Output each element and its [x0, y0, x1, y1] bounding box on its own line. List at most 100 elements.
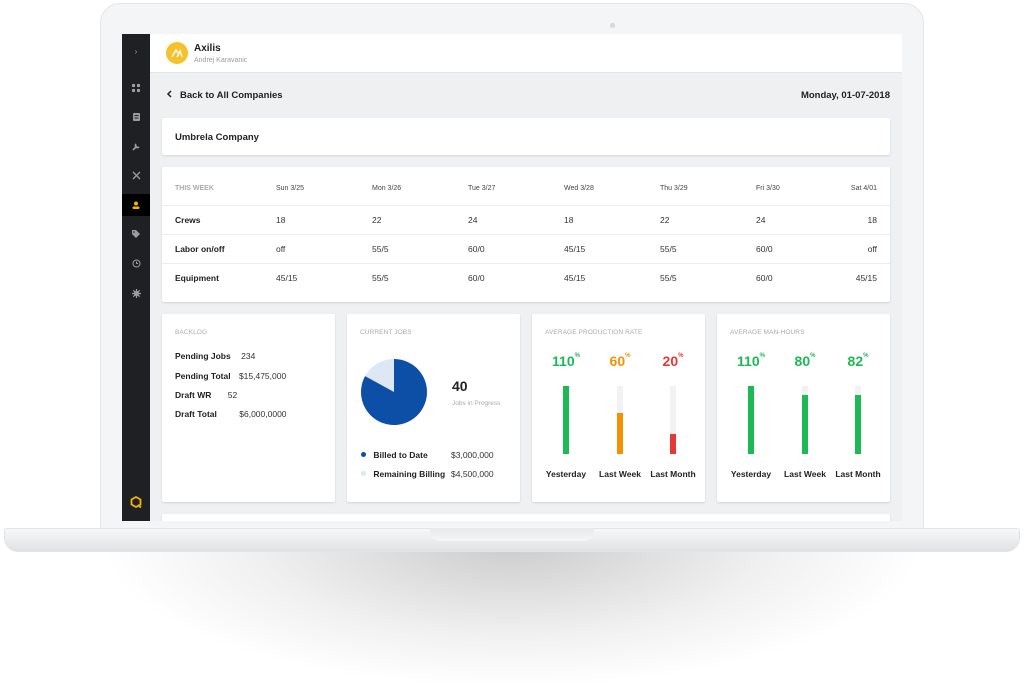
legend-value: $4,500,000 — [451, 469, 494, 479]
panel-title: AVERAGE MAN-HOURS — [730, 329, 805, 336]
production-rate-card: AVERAGE PRODUCTION RATE 110% 60% 20% Yes… — [532, 314, 705, 502]
panel-title: AVERAGE PRODUCTION RATE — [545, 329, 643, 336]
table-cell: 55/5 — [660, 244, 677, 254]
backlog-label: Draft Total — [175, 409, 217, 419]
table-row: Crews 18 22 24 18 22 24 18 — [162, 206, 890, 235]
legend-label: Remaining Billing — [373, 469, 446, 479]
company-title: Umbrela Company — [175, 132, 259, 143]
rate-bar-fill — [617, 413, 623, 454]
jobs-count: 40 — [452, 378, 468, 394]
laptop-notch — [430, 528, 594, 541]
legend-item: Remaining Billing $4,500,000 — [361, 469, 494, 479]
history-icon[interactable] — [122, 252, 150, 274]
legend-dot — [361, 452, 366, 457]
company-card: Umbrela Company — [162, 118, 890, 155]
hours-last-week-value: 80% — [780, 353, 830, 369]
day-header: Thu 3/29 — [660, 185, 688, 192]
wrench-icon[interactable] — [122, 135, 150, 157]
hours-bar-track — [748, 386, 754, 454]
row-label: Labor on/off — [175, 244, 225, 254]
user-icon[interactable] — [122, 194, 150, 216]
document-icon[interactable] — [122, 106, 150, 128]
laptop-shadow — [110, 545, 914, 685]
backlog-value: 234 — [241, 351, 256, 361]
bar-label: Last Week — [784, 469, 826, 479]
list-item: Pending Total $15,475,000 — [175, 371, 286, 381]
company-avatar[interactable] — [166, 42, 188, 64]
hours-bar-fill — [855, 394, 861, 454]
day-header: Sun 3/25 — [276, 185, 305, 192]
table-cell: 60/0 — [468, 244, 485, 254]
panel-title: CURRENT JOBS — [360, 329, 412, 336]
row-label: Equipment — [175, 273, 219, 283]
pct-unit: % — [759, 353, 765, 359]
backlog-label: Draft WR — [175, 390, 212, 400]
table-cell: 45/15 — [564, 244, 586, 254]
bar-label: Yesterday — [730, 469, 772, 479]
pct-number: 110 — [552, 353, 575, 369]
backlog-value: 52 — [227, 390, 238, 400]
hours-yesterday-value: 110% — [726, 353, 776, 369]
day-header: Fri 3/30 — [756, 185, 780, 192]
table-cell: 24 — [756, 215, 766, 225]
current-jobs-card: CURRENT JOBS 40 Jobs in Progress Billed … — [347, 314, 520, 502]
legend-dot — [361, 471, 366, 476]
panel-title: BACKLOG — [175, 329, 208, 336]
back-to-companies-link[interactable]: Back to All Companies — [166, 90, 283, 101]
rate-bar-track — [670, 386, 676, 454]
day-header: Wed 3/28 — [564, 185, 594, 192]
tag-icon[interactable] — [122, 223, 150, 245]
camera-icon — [610, 23, 615, 28]
table-cell: 55/5 — [660, 273, 677, 283]
row-label: Crews — [175, 215, 201, 225]
rate-yesterday-value: 110% — [541, 353, 591, 369]
pct-number: 82 — [847, 353, 864, 369]
table-cell: 60/0 — [756, 273, 773, 283]
app-screen: › Axilis And — [122, 34, 902, 521]
table-cell: 18 — [867, 215, 877, 225]
legend-label: Billed to Date — [373, 450, 428, 460]
rate-bar-track — [617, 386, 623, 454]
backlog-label: Pending Total — [175, 371, 231, 381]
rate-bar-fill — [670, 433, 676, 454]
rate-last-month-value: 20% — [648, 353, 698, 369]
table-cell: 24 — [468, 215, 478, 225]
table-cell: 22 — [372, 215, 382, 225]
table-cell: off — [867, 244, 877, 254]
jobs-pie-chart — [361, 359, 427, 425]
list-item: Pending Jobs 234 — [175, 351, 255, 361]
table-cell: 45/15 — [564, 273, 586, 283]
brand-logo-icon[interactable] — [122, 492, 150, 512]
week-header-label: THIS WEEK — [175, 185, 214, 192]
pct-unit: % — [810, 353, 816, 359]
week-table-header: THIS WEEK Sun 3/25 Mon 3/26 Tue 3/27 Wed… — [162, 172, 890, 206]
table-cell: 45/15 — [276, 273, 298, 283]
table-cell: 45/15 — [855, 273, 877, 283]
hours-bar-track — [802, 386, 808, 454]
week-table: THIS WEEK Sun 3/25 Mon 3/26 Tue 3/27 Wed… — [162, 167, 890, 302]
pie-billed-slice — [361, 359, 427, 425]
hours-bar-track — [855, 386, 861, 454]
current-date: Monday, 01-07-2018 — [800, 90, 890, 101]
gear-icon[interactable] — [122, 282, 150, 304]
jobs-count-label: Jobs in Progress — [452, 400, 501, 407]
bar-label: Last Week — [599, 469, 641, 479]
chevron-right-icon[interactable]: › — [134, 46, 138, 56]
pct-number: 80 — [794, 353, 811, 369]
table-cell: 18 — [276, 215, 286, 225]
table-row: Labor on/off off 55/5 60/0 45/15 55/5 60… — [162, 235, 890, 264]
day-header: Sat 4/01 — [850, 185, 877, 192]
bar-label: Yesterday — [545, 469, 587, 479]
table-cell: 60/0 — [756, 244, 773, 254]
pct-number: 110 — [737, 353, 760, 369]
pct-number: 60 — [609, 353, 626, 369]
tools-icon[interactable] — [122, 164, 150, 186]
company-name: Axilis — [194, 43, 221, 54]
pct-unit: % — [625, 353, 631, 359]
table-cell: 55/5 — [372, 273, 389, 283]
list-item: Draft Total $6,000,0000 — [175, 409, 287, 419]
list-item: Draft WR 52 — [175, 390, 237, 400]
dashboard-icon[interactable] — [122, 77, 150, 99]
rate-bar-fill — [563, 386, 569, 454]
backlog-card: BACKLOG Pending Jobs 234 Pending Total $… — [162, 314, 335, 502]
